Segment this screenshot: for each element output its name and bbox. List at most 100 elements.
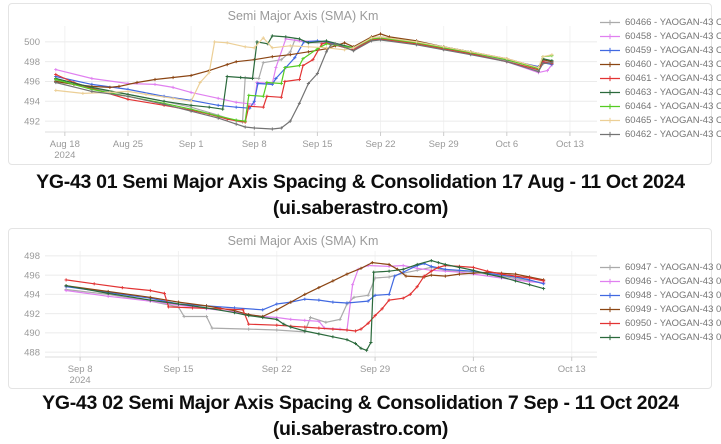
- legend-label: 60948 - YAOGAN-43 02D: [625, 290, 721, 301]
- y-tick-label: 492: [24, 116, 40, 127]
- legend-item-60461[interactable]: 60461 - YAOGAN-43 O1D: [599, 73, 721, 84]
- legend-item-60465[interactable]: 60465 - YAOGAN-43 O1H: [599, 115, 721, 126]
- legend-item-60458[interactable]: 60458 - YAOGAN-43 O1A: [599, 31, 721, 42]
- legend-label: 60464 - YAOGAN-43 O1G: [625, 100, 721, 112]
- caption-line-1: YG-43 02 Semi Major Axis Spacing & Conso…: [42, 392, 679, 414]
- x-tick-label: Aug 18: [50, 139, 80, 150]
- legend-label: 60947 - YAOGAN-43 02C: [625, 262, 721, 273]
- legend-item-60463[interactable]: 60463 - YAOGAN-43 O1F: [599, 87, 721, 98]
- chart-panel-1: Semi Major Axis (SMA) Km 492 494 496 498 500…: [8, 3, 721, 165]
- legend-item-60459[interactable]: 60459 - YAOGAN-43 O1B: [599, 45, 721, 56]
- legend-item-60949[interactable]: 60949 - YAOGAN-43 02E: [599, 304, 721, 315]
- legend-item-60950[interactable]: 60950 - YAOGAN-43 02F: [599, 318, 721, 329]
- x-tick-label: Sep 15: [302, 139, 332, 150]
- x-tick-label: Sep 8: [242, 139, 267, 150]
- legend-item-60462[interactable]: 60462 - YAOGAN-43 O1E: [599, 129, 721, 140]
- legend-line-marker-icon: [600, 33, 620, 39]
- x-tick-label: Sep 8: [68, 364, 93, 375]
- x-tick-sublabel: 2024: [70, 375, 91, 386]
- legend-label: 60946 - YAOGAN-43 02B: [625, 276, 721, 287]
- legend-line-marker-icon: [600, 19, 620, 25]
- legend-item-60466[interactable]: 60466 - YAOGAN-43 O1J: [599, 17, 721, 28]
- legend-line-marker-icon: [600, 264, 620, 271]
- caption-line-1: YG-43 01 Semi Major Axis Spacing & Conso…: [36, 171, 685, 193]
- x-tick-label: Sep 1: [179, 139, 204, 150]
- legend-line-marker-icon: [600, 306, 620, 313]
- x-tick-label: Sep 15: [163, 364, 193, 375]
- series-markers-60945: [64, 259, 546, 352]
- x-tick-label: Sep 29: [429, 139, 459, 150]
- x-tick-label: Oct 6: [462, 364, 485, 375]
- x-tick-label: Oct 6: [495, 139, 518, 150]
- chart-title: Semi Major Axis (SMA) Km: [227, 9, 379, 23]
- legend-item-60947[interactable]: 60947 - YAOGAN-43 02C: [599, 262, 721, 273]
- y-tick-label: 492: [24, 309, 40, 320]
- legend-line-marker-icon: [600, 278, 620, 285]
- legend-label: 60949 - YAOGAN-43 02E: [625, 304, 721, 315]
- legend-line-marker-icon: [600, 292, 620, 299]
- legend-item-60460[interactable]: 60460 - YAOGAN-43 O1C: [599, 59, 721, 70]
- x-tick-label: Oct 13: [558, 364, 586, 375]
- y-tick-label: 488: [24, 347, 40, 358]
- legend-item-60946[interactable]: 60946 - YAOGAN-43 02B: [599, 276, 721, 287]
- x-tick-label: Aug 25: [113, 139, 143, 150]
- legend-line-marker-icon: [600, 75, 620, 81]
- legend-line-marker-icon: [600, 320, 620, 327]
- caption-chart-1: YG-43 01 Semi Major Axis Spacing & Conso…: [0, 169, 721, 221]
- y-tick-label: 498: [24, 57, 40, 68]
- y-tick-label: 496: [24, 77, 40, 88]
- legend-line-marker-icon: [600, 334, 620, 341]
- chart-panel-2: Semi Major Axis (SMA) Km 488 490 492 494 496…: [8, 228, 721, 389]
- x-tick-label: Oct 13: [556, 139, 584, 150]
- y-tick-label: 500: [24, 37, 40, 48]
- legend-label: 60462 - YAOGAN-43 O1E: [625, 128, 721, 140]
- legend-label: 60945 - YAOGAN-43 02A: [625, 332, 721, 343]
- legend-item-60945[interactable]: 60945 - YAOGAN-43 02A: [599, 332, 721, 343]
- y-tick-label: 494: [24, 96, 40, 107]
- chart-legend: 60466 - YAOGAN-43 O1J 60458 - YAOGAN-43 O…: [599, 16, 721, 140]
- x-tick-label: Sep 22: [262, 364, 292, 375]
- caption-line-2: (ui.saberastro.com): [272, 197, 449, 219]
- legend-item-60464[interactable]: 60464 - YAOGAN-43 O1G: [599, 101, 721, 112]
- legend-line-marker-icon: [600, 131, 620, 137]
- legend-label: 60458 - YAOGAN-43 O1A: [625, 30, 721, 42]
- series-markers-60466: [54, 37, 554, 124]
- legend-line-marker-icon: [600, 117, 620, 123]
- caption-line-2: (ui.saberastro.com): [272, 418, 449, 440]
- legend-label: 60463 - YAOGAN-43 O1F: [625, 86, 721, 98]
- legend-label: 60460 - YAOGAN-43 O1C: [625, 58, 721, 70]
- x-tick-sublabel: 2024: [54, 150, 75, 161]
- y-tick-label: 498: [24, 251, 40, 262]
- legend-label: 60950 - YAOGAN-43 02F: [625, 318, 721, 329]
- y-tick-label: 496: [24, 270, 40, 281]
- series-line-60461: [55, 38, 553, 123]
- chart-legend: 60947 - YAOGAN-43 02C 60946 - YAOGAN-43 0…: [599, 241, 721, 364]
- caption-chart-2: YG-43 02 Semi Major Axis Spacing & Conso…: [0, 390, 721, 442]
- series-line-60459: [55, 38, 553, 109]
- chart-title: Semi Major Axis (SMA) Km: [227, 234, 379, 248]
- legend-line-marker-icon: [600, 47, 620, 53]
- series-line-60465: [55, 36, 553, 102]
- legend-label: 60465 - YAOGAN-43 O1H: [625, 114, 721, 126]
- legend-label: 60461 - YAOGAN-43 O1D: [625, 72, 721, 84]
- x-tick-label: Sep 22: [365, 139, 395, 150]
- y-tick-label: 494: [24, 290, 40, 301]
- series-markers-60464: [54, 36, 554, 123]
- series-markers-60465: [54, 35, 554, 103]
- series-line-60466: [55, 38, 553, 123]
- legend-item-60948[interactable]: 60948 - YAOGAN-43 02D: [599, 290, 721, 301]
- series-markers-60462: [54, 38, 554, 131]
- series-line-60464: [55, 37, 552, 122]
- legend-line-marker-icon: [600, 61, 620, 67]
- legend-line-marker-icon: [600, 89, 620, 95]
- y-tick-label: 490: [24, 328, 40, 339]
- series-markers-60461: [54, 37, 554, 124]
- legend-line-marker-icon: [600, 103, 620, 109]
- series-line-60462: [55, 39, 552, 130]
- x-tick-label: Sep 29: [360, 364, 390, 375]
- series-line-60950: [66, 264, 544, 332]
- legend-label: 60459 - YAOGAN-43 O1B: [625, 44, 721, 56]
- legend-label: 60466 - YAOGAN-43 O1J: [625, 16, 721, 28]
